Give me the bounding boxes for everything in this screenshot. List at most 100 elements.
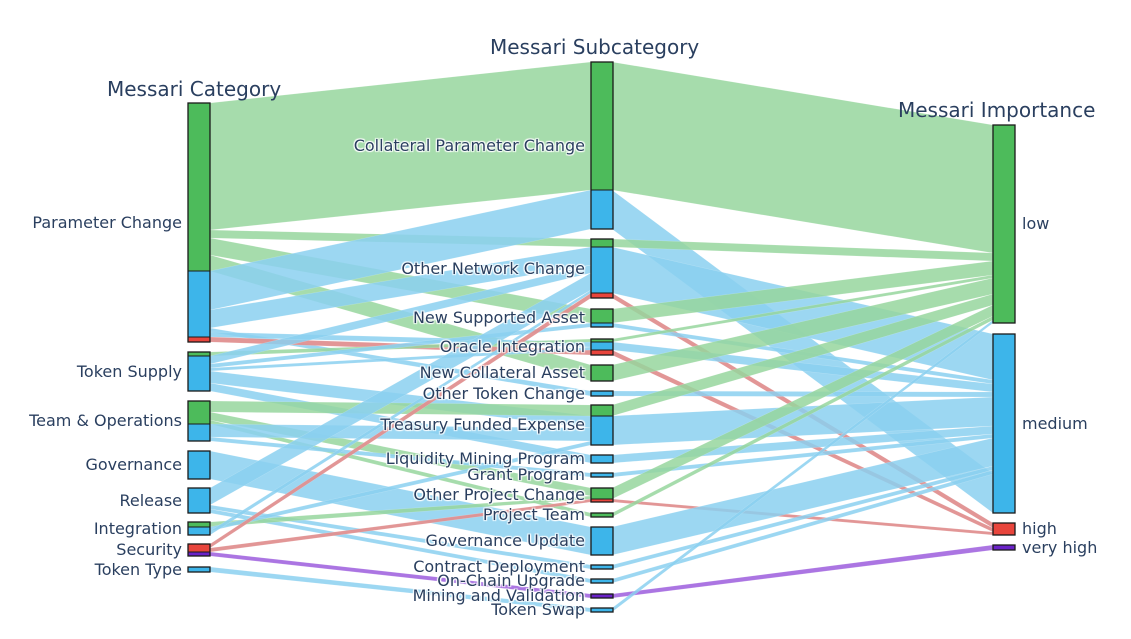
node-label: Governance Update [425,531,585,550]
node-segment [590,526,614,556]
node-segment [590,341,614,351]
node-label: Governance [85,455,182,474]
node-segment [590,308,614,324]
sankey-node[interactable] [590,526,614,556]
sankey-node[interactable] [590,593,614,599]
sankey-node[interactable] [590,472,614,478]
node-outline [992,522,1016,536]
sankey-node[interactable] [590,390,614,397]
sankey-node[interactable] [992,124,1016,324]
node-segment [590,404,614,417]
node-outline [187,521,211,536]
node-label: Collateral Parameter Change [353,135,585,155]
sankey-node[interactable] [590,238,614,299]
node-segment [187,543,211,553]
node-label: Other Network Change [401,258,585,278]
sankey-node[interactable] [590,308,614,328]
node-segment [187,526,211,536]
node-segment [590,238,614,248]
node-label: Project Team [482,505,585,524]
sankey-node[interactable] [590,61,614,230]
node-label: Mining and Validation [412,586,585,605]
node-outline [590,564,614,570]
node-label: Other Project Change [413,485,585,504]
sankey-node[interactable] [590,564,614,570]
node-segment [590,415,614,446]
node-outline [187,400,211,442]
column-title-importance: Messari Importance [898,98,1096,122]
node-outline [590,364,614,382]
node-segment [590,454,614,464]
sankey-node[interactable] [187,351,211,392]
node-label: Liquidity Mining Program [385,449,585,468]
sankey-nodes [187,61,1016,613]
node-outline [992,124,1016,324]
sankey-node[interactable] [187,450,211,480]
sankey-node[interactable] [590,578,614,584]
sankey-node[interactable] [992,333,1016,514]
node-outline [187,450,211,480]
node-segment [187,355,211,392]
node-label: Oracle Integration [439,337,585,356]
node-outline [590,593,614,599]
node-outline [590,487,614,503]
node-outline [187,102,211,343]
node-segment [187,270,211,338]
sankey-node[interactable] [187,487,211,514]
node-outline [992,333,1016,514]
sankey-node[interactable] [187,400,211,442]
sankey-node[interactable] [187,102,211,343]
column-title-subcategory: Messari Subcategory [490,35,700,59]
sankey-node[interactable] [187,543,211,557]
sankey-node[interactable] [590,404,614,446]
column-title-category: Messari Category [107,77,282,101]
sankey-node[interactable] [992,544,1016,551]
node-outline [590,308,614,328]
node-outline [590,454,614,464]
node-outline [187,487,211,514]
node-segment [187,400,211,425]
node-label: Parameter Change [32,212,182,232]
node-label: low [1022,214,1050,233]
sankey-node[interactable] [187,521,211,536]
sankey-node[interactable] [590,364,614,382]
node-segment [187,487,211,514]
sankey-node[interactable] [590,338,614,356]
sankey-node[interactable] [187,566,211,573]
sankey-node[interactable] [590,454,614,464]
node-segment [590,246,614,294]
node-label: medium [1022,413,1088,433]
node-outline [590,526,614,556]
node-label: Token Supply [76,361,182,381]
node-outline [590,338,614,356]
node-segment [187,566,211,573]
node-label: Contract Deployment [413,557,585,576]
node-outline [590,238,614,299]
sankey-node[interactable] [590,607,614,613]
node-outline [590,390,614,397]
node-outline [590,61,614,230]
node-label: On-Chain Upgrade [437,571,585,590]
node-label: Other Token Change [422,383,585,403]
sankey-node[interactable] [992,522,1016,536]
node-outline [992,544,1016,551]
node-outline [187,543,211,557]
node-label: Security [116,540,182,559]
node-outline [590,578,614,584]
node-segment [590,487,614,500]
node-segment [590,390,614,397]
sankey-links [209,61,994,613]
node-segment [187,423,211,442]
node-segment [992,544,1016,551]
node-segment [187,336,211,343]
sankey-node[interactable] [590,487,614,503]
node-outline [187,351,211,392]
node-label: Release [119,490,182,510]
node-label: Integration [93,518,182,538]
node-segment [590,292,614,299]
sankey-node[interactable] [590,512,614,518]
sankey-link[interactable] [611,61,994,254]
node-label: Team & Operations [29,411,182,430]
node-label: high [1022,519,1057,538]
